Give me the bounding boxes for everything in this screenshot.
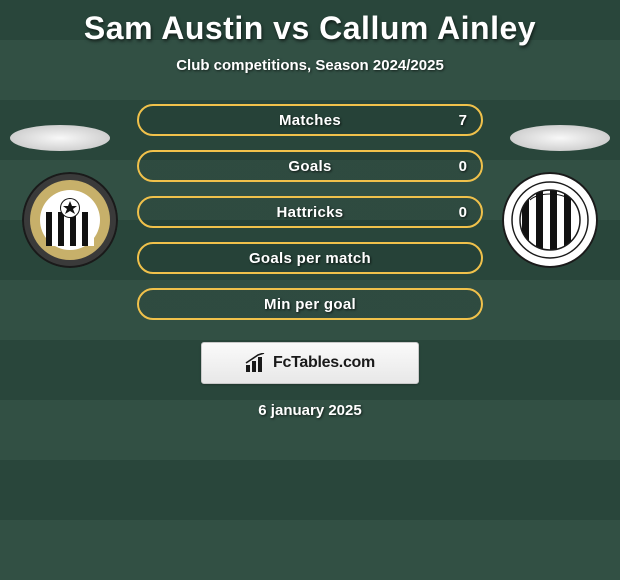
page-date: 6 january 2025 [258,402,361,419]
page-title: Sam Austin vs Callum Ainley [84,10,536,47]
player-photo-placeholder-right [510,125,610,151]
grimsby-town-crest-icon [502,172,598,268]
stat-pill-matches: Matches 7 [137,104,483,136]
stat-label: Goals per match [249,250,371,267]
stat-pill-goals: Goals 0 [137,150,483,182]
stat-pill-hattricks: Hattricks 0 [137,196,483,228]
bar-chart-icon [245,353,267,373]
source-badge-text: FcTables.com [273,354,375,372]
stat-value-right: 0 [459,204,467,221]
stat-row: Hattricks 0 [137,196,483,228]
stat-pill-min-per-goal: Min per goal [137,288,483,320]
page-subtitle: Club competitions, Season 2024/2025 [176,57,444,74]
club-crest-left [22,172,118,268]
stat-row: Matches 7 [137,104,483,136]
club-crest-right [502,172,598,268]
stat-value-right: 0 [459,158,467,175]
player-photo-placeholder-left [10,125,110,151]
stat-pill-goals-per-match: Goals per match [137,242,483,274]
stat-value-right: 7 [459,112,467,129]
stat-label: Goals [288,158,331,175]
stat-label: Min per goal [264,296,356,313]
stat-label: Hattricks [277,204,344,221]
notts-county-crest-icon [22,172,118,268]
source-badge: FcTables.com [201,342,419,384]
stat-label: Matches [279,112,341,129]
stat-row: Goals per match [137,242,483,274]
stat-row: Min per goal [137,288,483,320]
comparison-card: Sam Austin vs Callum Ainley Club competi… [0,0,620,580]
stat-row: Goals 0 [137,150,483,182]
